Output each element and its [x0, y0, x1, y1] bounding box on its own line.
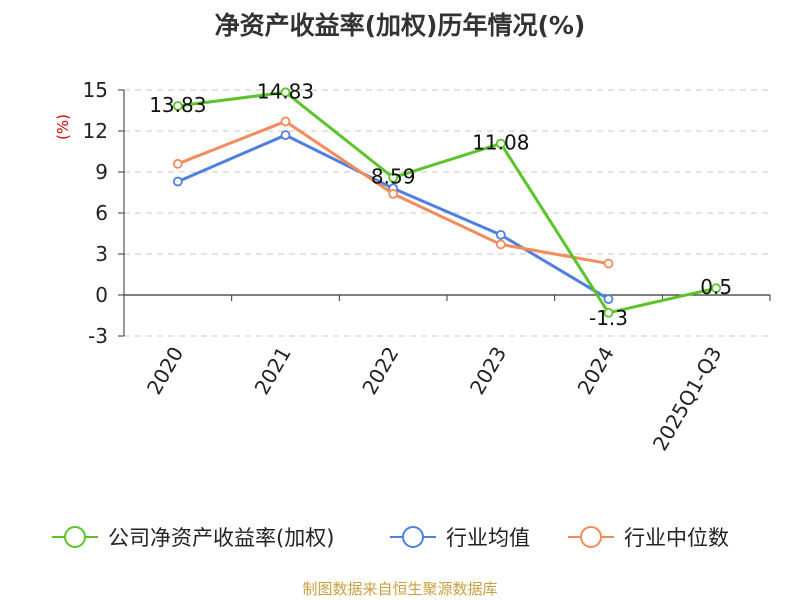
series-line	[177, 133, 610, 301]
chart-title: 净资产收益率(加权)历年情况(%)	[215, 11, 586, 40]
axes: 15 12 9 6 3 0 -3 2020 2021 2022 2023 2024 2025Q1-Q3	[83, 78, 771, 455]
data-point	[388, 188, 399, 199]
data-point	[280, 130, 291, 141]
data-point	[172, 158, 183, 169]
x-tick-label: 2021	[250, 343, 296, 399]
data-label: 0.5	[700, 275, 732, 299]
data-point	[280, 116, 291, 127]
legend-marker	[402, 526, 424, 548]
legend-marker	[580, 526, 602, 548]
legend-marker	[64, 526, 86, 548]
series-line	[177, 90, 717, 315]
data-point	[495, 239, 506, 250]
y-tick-label: 0	[95, 283, 108, 307]
x-tick-label: 2024	[573, 343, 619, 399]
source-note: 制图数据来自恒生聚源数据库	[302, 580, 497, 598]
data-point	[603, 258, 614, 269]
x-tick-label: 2020	[142, 343, 188, 399]
series-lines	[172, 87, 722, 318]
y-tick-label: 6	[95, 201, 108, 225]
y-axis-label: (%)	[54, 114, 72, 140]
data-point	[172, 176, 183, 187]
data-label: -1.3	[589, 306, 628, 330]
y-tick-label: 9	[95, 160, 108, 184]
y-tick-label: 3	[95, 242, 108, 266]
y-tick-label: 12	[83, 119, 108, 143]
legend-label: 行业均值	[446, 526, 530, 550]
data-point	[603, 294, 614, 305]
data-point	[495, 229, 506, 240]
data-label: 13.83	[149, 93, 206, 117]
data-labels: 13.83 14.83 8.59 11.08 -1.3 0.5	[149, 79, 732, 329]
data-point	[172, 101, 183, 111]
legend-label: 行业中位数	[624, 526, 729, 550]
x-tick-label: 2025Q1-Q3	[648, 343, 727, 455]
data-label: 14.83	[257, 79, 314, 103]
y-tick-label: 15	[83, 78, 108, 102]
data-point	[388, 172, 399, 183]
legend-label: 公司净资产收益率(加权)	[108, 526, 334, 550]
x-tick-label: 2023	[465, 343, 511, 399]
y-tick-label: -3	[88, 324, 108, 348]
data-point	[495, 138, 506, 149]
data-label: 11.08	[472, 131, 529, 155]
legend: 公司净资产收益率(加权) 行业均值 行业中位数	[52, 526, 729, 550]
data-point	[711, 283, 722, 294]
x-tick-label: 2022	[357, 343, 403, 399]
data-point	[280, 87, 291, 98]
data-label: 8.59	[371, 165, 416, 189]
data-point	[603, 307, 614, 318]
